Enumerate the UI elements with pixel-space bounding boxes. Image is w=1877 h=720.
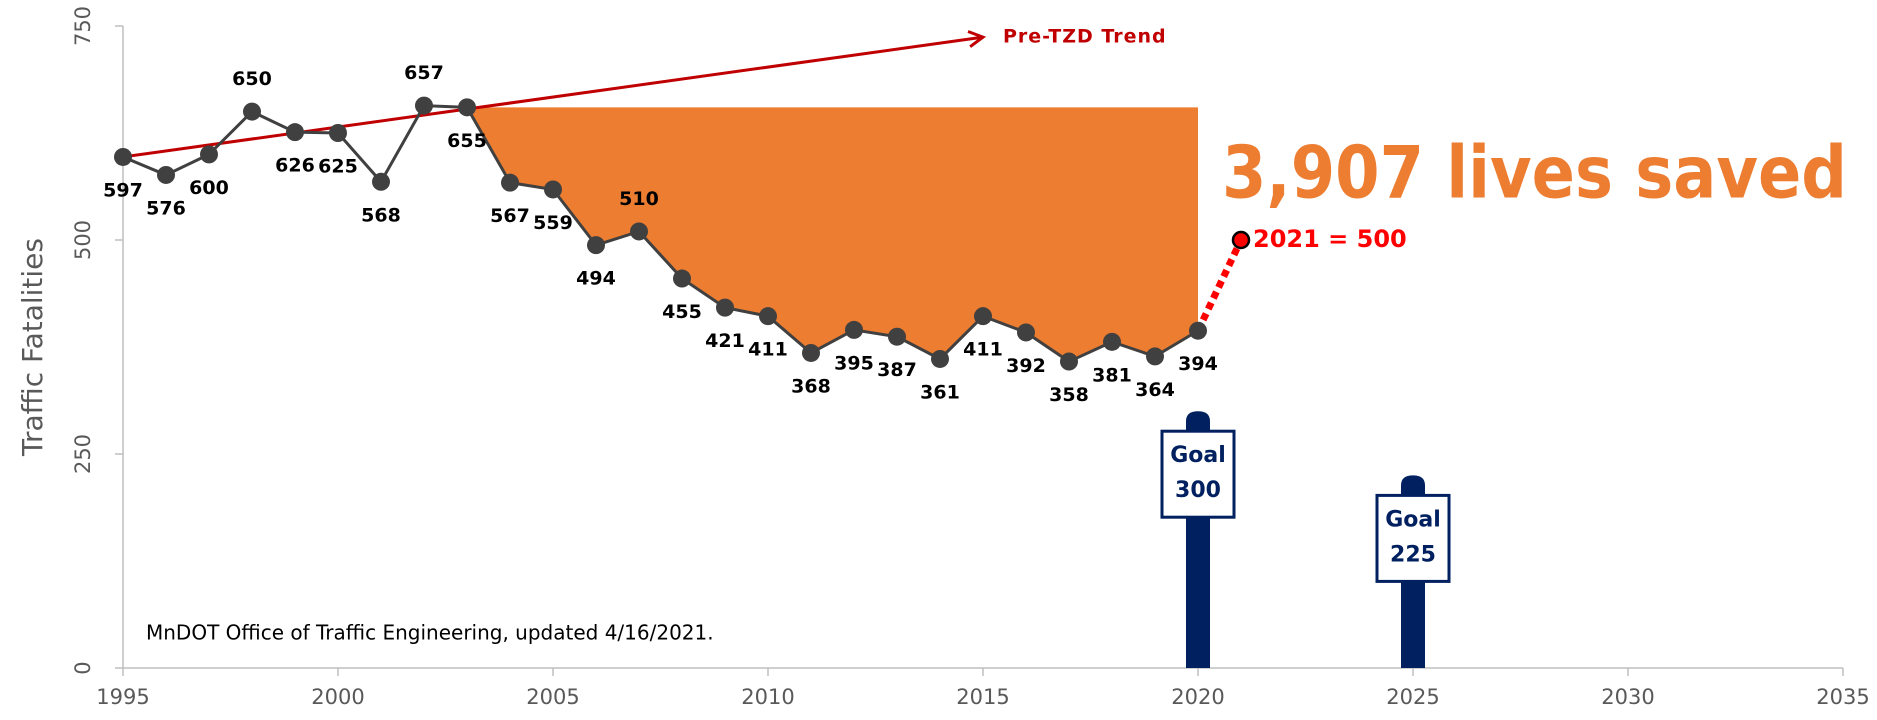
data-label: 395 bbox=[834, 352, 874, 374]
data-point bbox=[974, 307, 992, 325]
data-label: 358 bbox=[1049, 384, 1089, 406]
data-point bbox=[802, 344, 820, 362]
data-point bbox=[200, 145, 218, 163]
data-point bbox=[716, 299, 734, 317]
data-label: 394 bbox=[1178, 353, 1218, 375]
saved-area bbox=[467, 107, 1198, 361]
data-label: 597 bbox=[103, 179, 143, 201]
y-tick-label: 500 bbox=[71, 220, 95, 260]
data-label: 655 bbox=[447, 130, 487, 152]
data-label: 411 bbox=[963, 339, 1003, 361]
data-label: 387 bbox=[877, 359, 917, 381]
data-point bbox=[931, 350, 949, 368]
x-tick-label: 2015 bbox=[956, 685, 1009, 709]
data-point bbox=[1146, 347, 1164, 365]
data-point bbox=[1189, 322, 1207, 340]
y-tick-label: 250 bbox=[71, 434, 95, 474]
data-label: 421 bbox=[705, 330, 745, 352]
data-label: 494 bbox=[576, 268, 616, 290]
data-point bbox=[630, 222, 648, 240]
data-point bbox=[286, 123, 304, 141]
goal-value: 225 bbox=[1390, 542, 1436, 567]
data-point bbox=[415, 97, 433, 115]
data-label: 510 bbox=[619, 188, 659, 210]
data-point bbox=[329, 124, 347, 142]
data-label: 361 bbox=[920, 381, 960, 403]
y-tick-label: 750 bbox=[71, 6, 95, 46]
saved-label: 3,907 lives saved bbox=[1222, 131, 1847, 215]
data-point bbox=[587, 236, 605, 254]
data-point bbox=[157, 166, 175, 184]
data-point bbox=[458, 98, 476, 116]
trend-label: Pre-TZD Trend bbox=[1003, 26, 1167, 48]
chart: Traffic Fatalities MnDOT Office of Traff… bbox=[0, 0, 1877, 720]
x-tick-label: 2000 bbox=[311, 685, 364, 709]
data-label: 568 bbox=[361, 204, 401, 226]
x-tick-label: 2025 bbox=[1386, 685, 1439, 709]
goal-title: Goal bbox=[1385, 507, 1441, 532]
data-label: 381 bbox=[1092, 364, 1132, 386]
data-point bbox=[372, 173, 390, 191]
data-point bbox=[501, 174, 519, 192]
data-point bbox=[759, 307, 777, 325]
goal-value: 300 bbox=[1175, 478, 1221, 503]
data-point bbox=[1017, 323, 1035, 341]
source-note: MnDOT Office of Traffic Engineering, upd… bbox=[146, 621, 714, 645]
data-label: 559 bbox=[533, 212, 573, 234]
x-tick-label: 2010 bbox=[741, 685, 794, 709]
data-label: 650 bbox=[232, 68, 272, 90]
data-point bbox=[1060, 353, 1078, 371]
projection-label: 2021 = 500 bbox=[1253, 225, 1407, 253]
data-label: 411 bbox=[748, 339, 788, 361]
data-point bbox=[544, 180, 562, 198]
x-tick-label: 2035 bbox=[1816, 685, 1869, 709]
y-axis-title: Traffic Fatalities bbox=[16, 238, 49, 457]
data-label: 657 bbox=[404, 62, 444, 84]
projection-point bbox=[1233, 232, 1249, 248]
data-point bbox=[1103, 333, 1121, 351]
data-label: 626 bbox=[275, 155, 315, 177]
data-label: 625 bbox=[318, 156, 358, 178]
data-point bbox=[888, 328, 906, 346]
x-tick-label: 2030 bbox=[1601, 685, 1654, 709]
x-tick-label: 2020 bbox=[1171, 685, 1224, 709]
y-tick-label: 0 bbox=[71, 661, 95, 674]
data-point bbox=[243, 103, 261, 121]
data-label: 455 bbox=[662, 301, 702, 323]
data-label: 392 bbox=[1006, 355, 1046, 377]
data-point bbox=[845, 321, 863, 339]
data-label: 368 bbox=[791, 375, 831, 397]
data-label: 364 bbox=[1135, 379, 1175, 401]
data-point bbox=[673, 270, 691, 288]
data-label: 600 bbox=[189, 177, 229, 199]
data-label: 576 bbox=[146, 197, 186, 219]
goal-title: Goal bbox=[1170, 443, 1226, 468]
data-point bbox=[114, 148, 132, 166]
x-tick-label: 1995 bbox=[96, 685, 149, 709]
projection-line bbox=[1198, 240, 1241, 331]
x-tick-label: 2005 bbox=[526, 685, 579, 709]
data-label: 567 bbox=[490, 205, 530, 227]
